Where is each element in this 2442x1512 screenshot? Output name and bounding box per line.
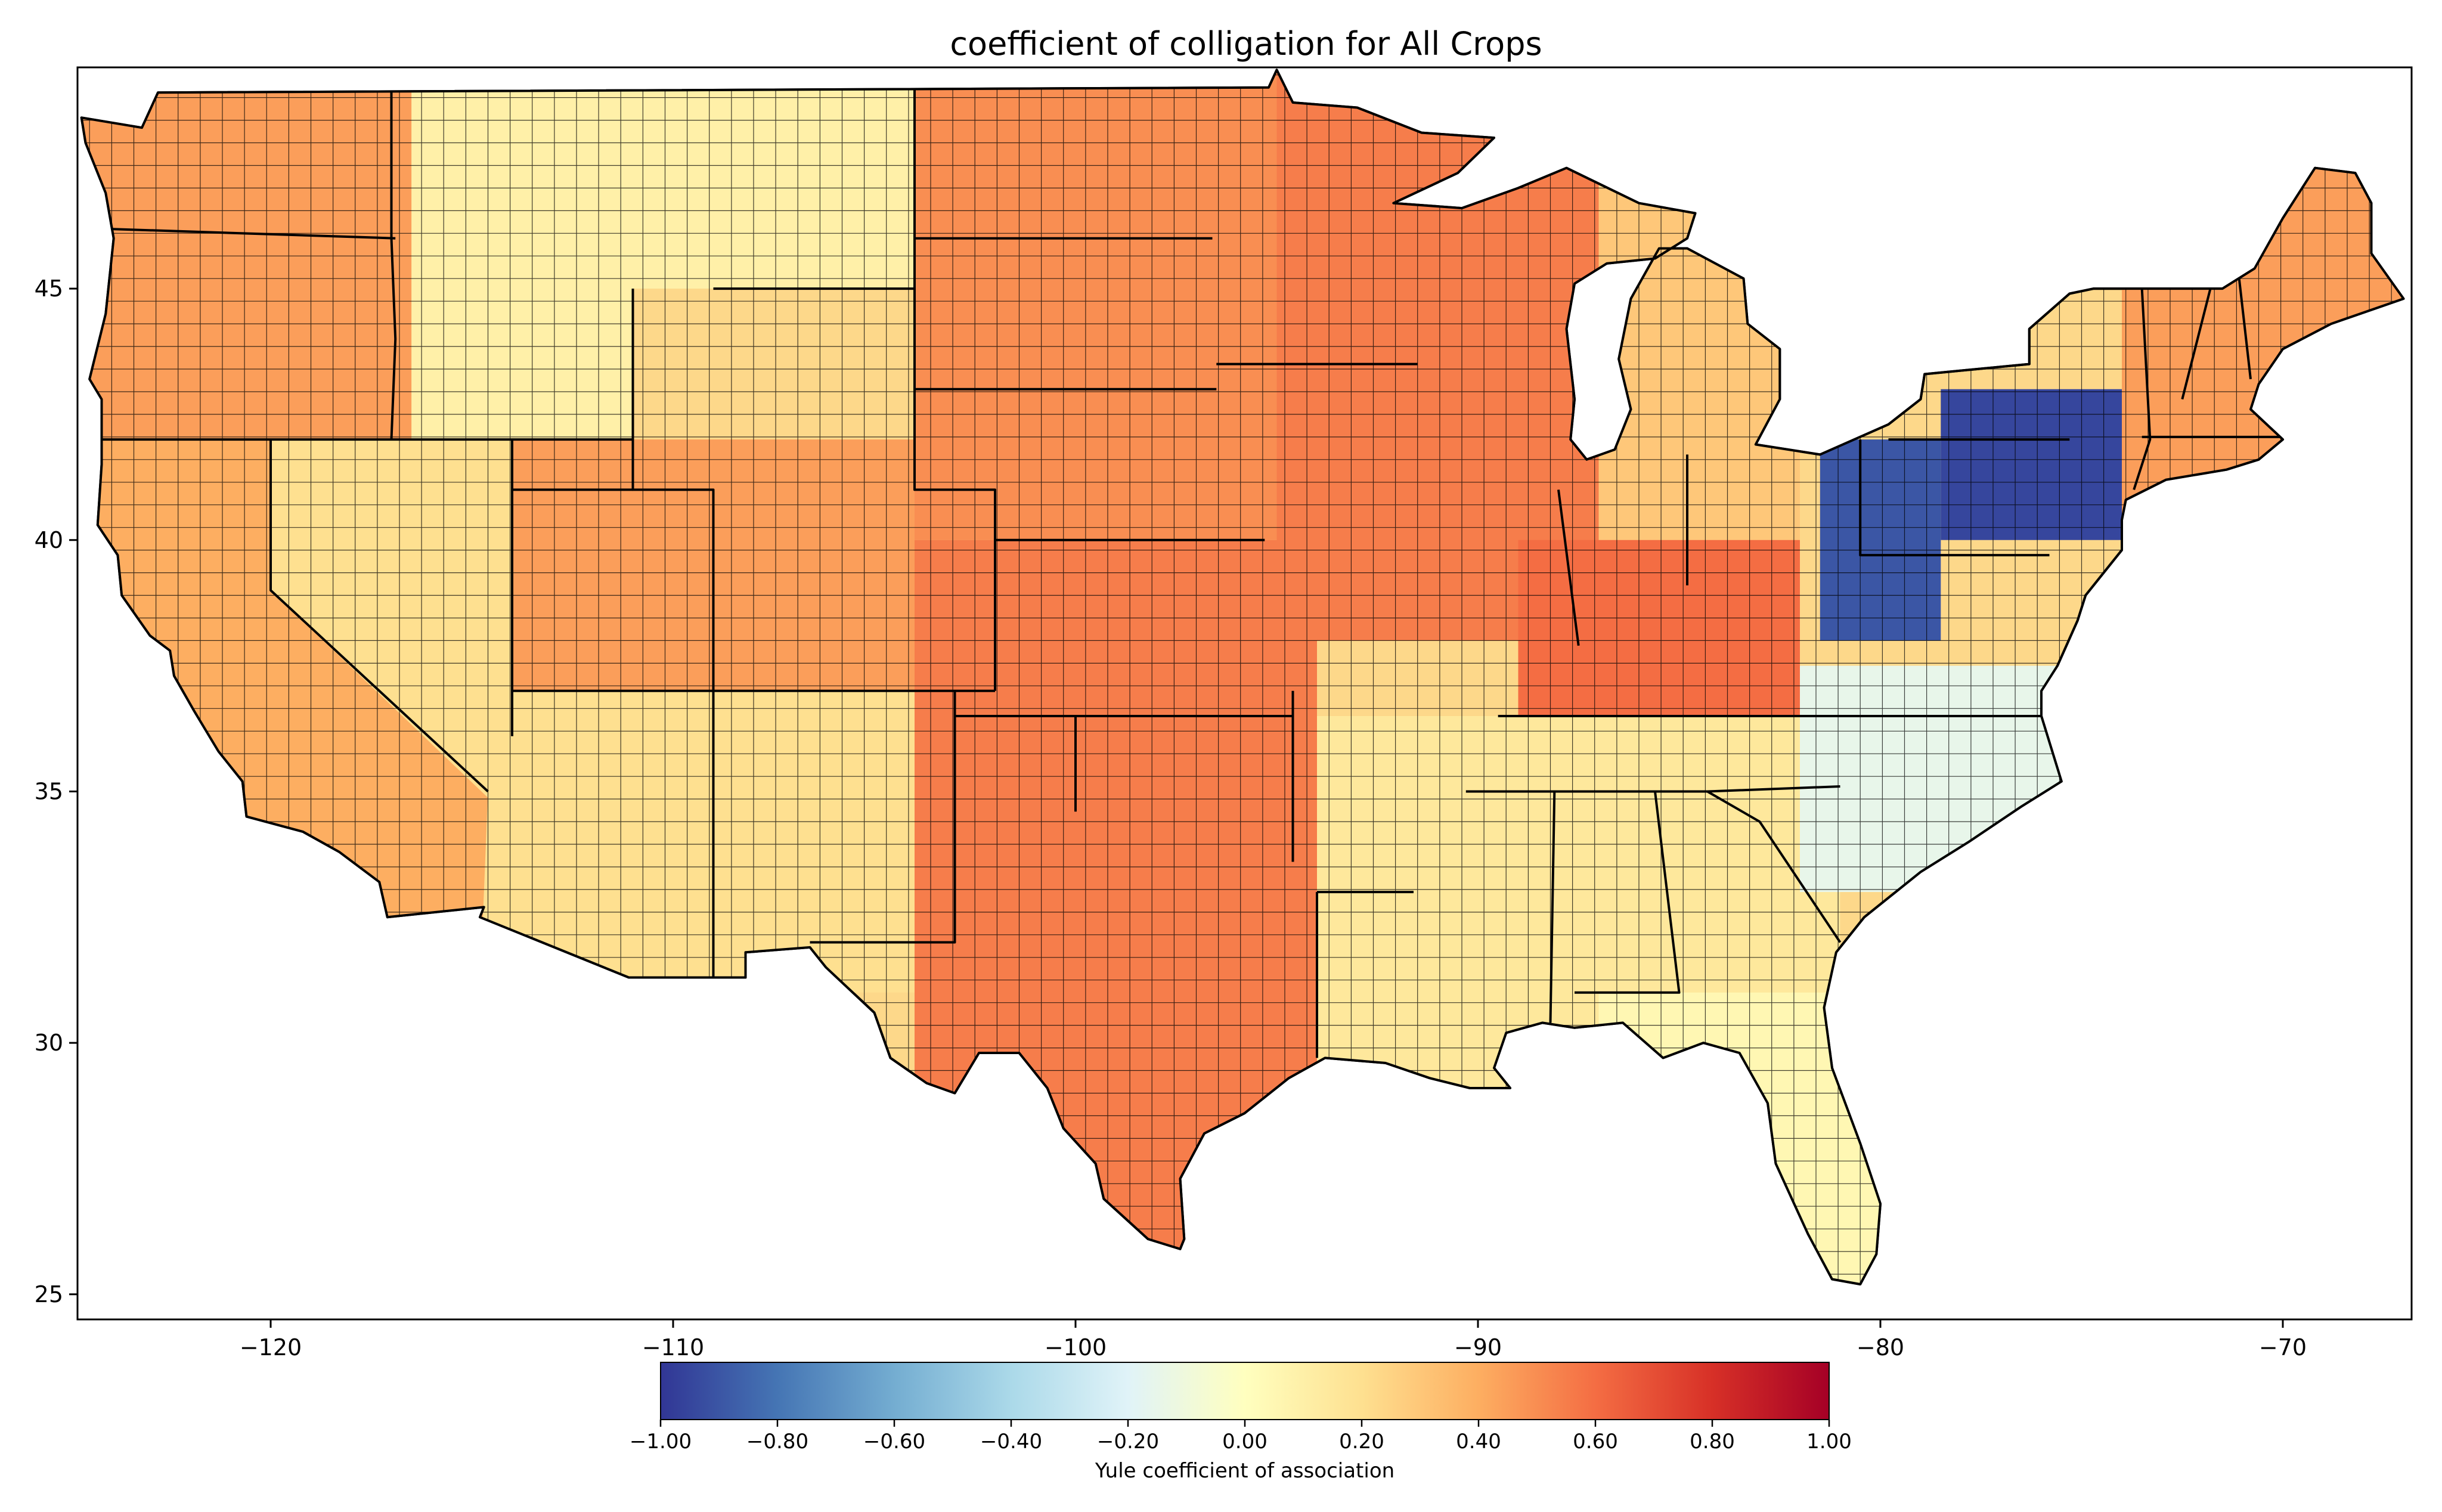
colorbar-ticks: −1.00 −0.80 −0.60 −0.40 −0.20 0.00 0.20 0.40 0.6… bbox=[630, 1420, 1852, 1454]
region-fill bbox=[1276, 70, 1599, 641]
region-fill bbox=[1518, 540, 1800, 716]
colorbar-tick-label: 0.20 bbox=[1339, 1430, 1384, 1454]
region-fill bbox=[81, 70, 412, 440]
state-boundary bbox=[2237, 273, 2252, 380]
colorbar-tick-label: 0.40 bbox=[1456, 1430, 1501, 1454]
region-fill bbox=[1941, 389, 2122, 540]
colorbar-tick-label: −0.60 bbox=[863, 1430, 925, 1454]
colorbar-tick-label: −0.40 bbox=[980, 1430, 1042, 1454]
state-boundary bbox=[1575, 791, 1681, 994]
region-fill bbox=[271, 439, 512, 802]
y-tick-label: 35 bbox=[35, 778, 63, 804]
colorbar-tick-label: 0.80 bbox=[1690, 1430, 1735, 1454]
x-tick-label: −70 bbox=[2259, 1334, 2307, 1361]
y-axis: 45 40 35 30 25 bbox=[35, 275, 78, 1307]
region-fill bbox=[411, 70, 915, 440]
x-tick-label: −110 bbox=[642, 1334, 704, 1361]
colorbar-tick-label: −1.00 bbox=[630, 1430, 692, 1454]
y-tick-label: 30 bbox=[35, 1030, 63, 1056]
state-boundary bbox=[390, 87, 397, 440]
state-boundary bbox=[89, 227, 396, 240]
x-tick-label: −120 bbox=[240, 1334, 302, 1361]
state-boundary bbox=[269, 439, 489, 792]
state-boundary bbox=[631, 289, 715, 978]
state-boundary bbox=[2133, 288, 2152, 491]
state-boundary bbox=[810, 690, 956, 944]
us-outline bbox=[80, 69, 2405, 1285]
x-tick-label: −80 bbox=[1857, 1334, 1904, 1361]
y-tick-label: 40 bbox=[35, 527, 63, 553]
x-axis: −120 −110 −100 −90 −80 −70 bbox=[240, 1319, 2307, 1361]
colorbar bbox=[660, 1362, 1830, 1420]
colorbar-tick-label: −0.80 bbox=[746, 1430, 808, 1454]
state-boundary bbox=[1557, 489, 1580, 646]
state-boundary bbox=[1549, 791, 1556, 1023]
y-tick-label: 25 bbox=[35, 1281, 63, 1307]
state-boundary bbox=[2181, 288, 2212, 400]
region-fill bbox=[1820, 439, 1941, 641]
colorbar-label: Yule coefficient of association bbox=[1095, 1459, 1394, 1483]
x-tick-label: −100 bbox=[1045, 1334, 1107, 1361]
colorbar-tick-label: 0.60 bbox=[1573, 1430, 1618, 1454]
colorbar-tick-label: 0.00 bbox=[1222, 1430, 1268, 1454]
state-boundary bbox=[1859, 439, 2050, 557]
y-tick-label: 45 bbox=[35, 275, 63, 302]
map-title: coefficient of colligation for All Crops bbox=[950, 25, 1542, 63]
state-boundaries bbox=[89, 87, 2283, 1058]
colorbar-tick-label: −0.20 bbox=[1097, 1430, 1159, 1454]
state-boundary bbox=[1706, 790, 1842, 943]
x-tick-label: −90 bbox=[1454, 1334, 1502, 1361]
colorbar-tick-label: 1.00 bbox=[1806, 1430, 1852, 1454]
